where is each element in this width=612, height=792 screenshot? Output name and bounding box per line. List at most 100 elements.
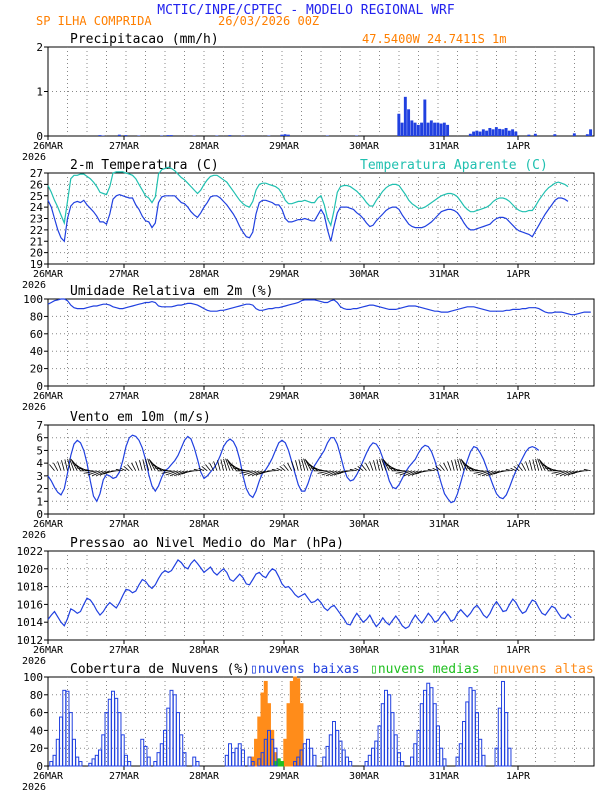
rh-xtick-label: 27MAR: [109, 391, 140, 402]
precip-bar: [433, 122, 437, 136]
high-cloud-bar: [296, 678, 301, 767]
wind-vector: [544, 467, 559, 472]
clouds-ytick-label: 60: [30, 707, 43, 720]
wind-vector: [49, 464, 55, 472]
precip-bar: [416, 124, 420, 136]
low-cloud-bar: [273, 747, 278, 767]
precip-bar: [169, 135, 173, 136]
wind-vector: [517, 464, 523, 472]
precip-bar: [527, 134, 531, 136]
low-cloud-bar: [179, 734, 184, 767]
wind-vector: [70, 458, 78, 471]
wind-vector: [443, 462, 449, 471]
temp-ytick-label: 23: [30, 213, 43, 226]
pressure-ytick-label: 1016: [17, 598, 44, 611]
wind-vector: [399, 470, 413, 476]
wind-vector: [217, 460, 221, 471]
precip-bar: [553, 134, 557, 136]
temp-xtick-label: 1APR: [506, 269, 531, 280]
temp-ytick-label: 25: [30, 190, 43, 203]
low-cloud-bar: [146, 756, 151, 767]
precip-ytick-label: 2: [36, 41, 43, 54]
rh-xtick-label: 1APR: [506, 391, 531, 402]
pressure-xtick-label: 28MAR: [189, 645, 220, 656]
rh-panel: 0 20 40 60 80 100 26MAR 27MAR 28MAR 29MAR 30MAR 31M…: [22, 284, 595, 413]
clouds-panel: 0 20 40 60 80 100 26MAR 27MAR 28MAR 29MAR 30MAR 31M…: [22, 662, 595, 792]
wind-vector: [529, 460, 533, 471]
legend-high-clouds: ▯nuvens altas: [492, 662, 594, 677]
precip-bar: [403, 96, 407, 136]
wind-ytick-label: 1: [36, 495, 43, 508]
wind-vector: [120, 467, 127, 472]
precip-bar: [485, 130, 489, 136]
precip-xtick-label: 31MAR: [429, 141, 460, 152]
temp-ytick-label: 22: [30, 224, 43, 237]
wind-vector: [551, 470, 565, 474]
precip-bar: [98, 135, 102, 136]
precip-bar: [475, 130, 479, 136]
wind-vector: [291, 461, 296, 471]
temp-ytick-label: 20: [30, 247, 43, 260]
low-cloud-bar: [436, 725, 440, 767]
wind-vector: [64, 459, 68, 471]
wind-vector: [287, 462, 293, 471]
wind-vector: [376, 459, 380, 471]
wind-vector: [481, 470, 494, 477]
precip-xtick-label: 27MAR: [109, 141, 140, 152]
wind-vector: [251, 470, 263, 477]
header-coords: 47.5400W 24.7411S 1m: [362, 32, 507, 46]
rh-xtick-label: 31MAR: [429, 391, 460, 402]
legend-mid-clouds: ▯nuvens medias: [370, 662, 480, 677]
wind-vector: [139, 460, 143, 471]
pressure-ytick-label: 1012: [17, 634, 44, 647]
wind-vector: [532, 459, 536, 471]
temp-xtick-label: 28MAR: [189, 269, 220, 280]
pressure-xtick-label: 30MAR: [349, 645, 380, 656]
wind-vector: [67, 458, 72, 471]
wind-vector: [99, 470, 110, 476]
mid-cloud-bar: [280, 761, 284, 767]
precip-bar: [468, 133, 472, 136]
low-cloud-bar: [481, 754, 486, 767]
high-cloud-bar: [289, 680, 294, 767]
wind-vector: [91, 470, 104, 477]
wind-vector: [295, 460, 299, 471]
low-cloud-bar: [182, 752, 187, 767]
clouds-ytick-label: 0: [36, 760, 43, 773]
wind-vector: [310, 467, 325, 472]
precip-bar: [585, 134, 589, 136]
rh-series-line-0: [47, 298, 591, 316]
precip-bar: [413, 122, 417, 136]
wind-vector: [87, 470, 101, 476]
wind-vector: [583, 468, 591, 472]
pressure-xtick-label: 26MAR: [33, 645, 64, 656]
wind-vector: [382, 458, 390, 471]
temp-ytick-label: 19: [30, 258, 43, 271]
precip-bar: [117, 134, 121, 136]
wind-vector: [283, 464, 289, 472]
wind-vector: [317, 470, 331, 474]
wind-vector: [459, 458, 465, 471]
wind-vector: [460, 458, 468, 471]
wind-vector: [489, 470, 500, 476]
wind-vector: [388, 467, 403, 472]
precip-year-label: 2026: [22, 152, 46, 163]
clouds-xtick-label: 26MAR: [33, 771, 64, 782]
wind-xtick-label: 27MAR: [109, 519, 140, 530]
wind-xtick-label: 30MAR: [349, 519, 380, 530]
wind-vector: [123, 466, 130, 472]
wind-vector: [473, 470, 487, 474]
clouds-ytick-label: 80: [30, 689, 43, 702]
pressure-ytick-label: 1022: [17, 545, 44, 558]
precip-bar: [589, 129, 593, 136]
wind-vector: [95, 470, 107, 477]
temp-year-label: 2026: [22, 280, 46, 291]
precip-bar: [472, 131, 476, 136]
low-cloud-bar: [439, 747, 444, 767]
precip-bar: [283, 134, 287, 136]
rh-xtick-label: 30MAR: [349, 391, 380, 402]
pressure-ytick-label: 1018: [17, 581, 44, 594]
wind-vector: [451, 460, 455, 471]
temp-series-line-1: [47, 166, 569, 228]
